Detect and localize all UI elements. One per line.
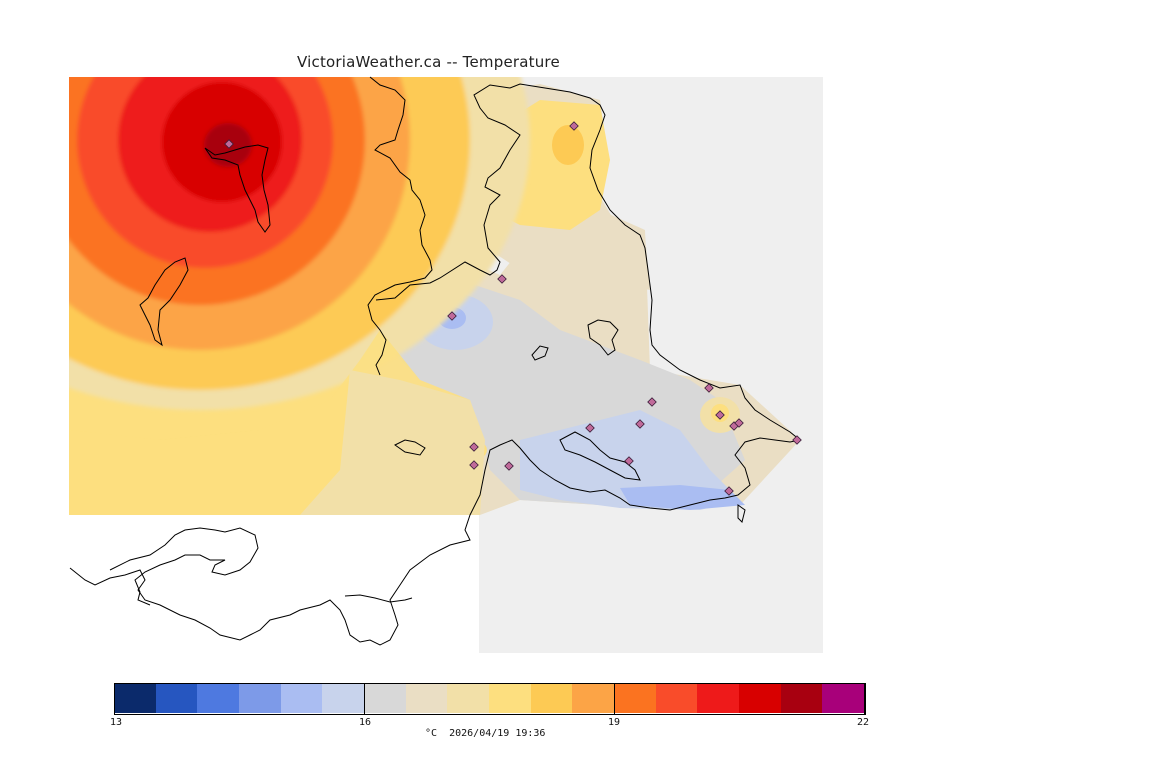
- field-peninsula-hot: [552, 125, 584, 165]
- colorbar-segment: [405, 683, 448, 713]
- station-marker[interactable]: [624, 456, 634, 466]
- temperature-map[interactable]: [0, 0, 1152, 680]
- colorbar-frame: [114, 683, 866, 715]
- colorbar-segment: [822, 683, 865, 713]
- field-white-gap: [69, 515, 479, 653]
- colorbar-tick-label: 13: [109, 717, 123, 728]
- field-west-lower-pale: [300, 370, 485, 515]
- coastline-north-vi: [367, 76, 433, 376]
- colorbar-segment: [655, 683, 698, 713]
- temperature-field: [69, 77, 800, 653]
- colorbar-segment: [614, 683, 657, 713]
- colorbar-segment: [739, 683, 782, 713]
- coastline-point: [344, 594, 413, 603]
- station-marker[interactable]: [469, 442, 479, 452]
- station-marker[interactable]: [715, 410, 725, 420]
- units-label: °C: [425, 728, 438, 739]
- coastline-islet-3: [531, 345, 549, 361]
- station-marker[interactable]: [734, 418, 744, 428]
- colorbar: [114, 683, 866, 715]
- station-marker[interactable]: [447, 311, 457, 321]
- coastline-islet-4: [737, 504, 746, 523]
- colorbar-tick: [364, 683, 365, 714]
- station-marker[interactable]: [504, 461, 514, 471]
- colorbar-tick: [864, 683, 865, 714]
- coastline-inlet: [204, 144, 271, 233]
- station-marker[interactable]: [469, 460, 479, 470]
- station-marker[interactable]: [724, 486, 734, 496]
- coastline-islet-2: [587, 319, 619, 356]
- station-marker[interactable]: [792, 435, 802, 445]
- colorbar-segment: [155, 683, 198, 713]
- colorbar-segment: [780, 683, 823, 713]
- map-title: VictoriaWeather.ca -- Temperature: [297, 53, 560, 71]
- colorbar-segment: [239, 683, 282, 713]
- station-marker[interactable]: [585, 423, 595, 433]
- colorbar-tick: [114, 683, 115, 714]
- coastline-islet-1: [394, 439, 426, 456]
- coastline-lake-1: [139, 257, 189, 347]
- colorbar-segment: [572, 683, 615, 713]
- station-marker[interactable]: [224, 139, 234, 149]
- colorbar-segment: [197, 683, 240, 713]
- colorbar-tick-label: 19: [607, 717, 621, 728]
- coastlines: [69, 76, 802, 646]
- station-marker[interactable]: [704, 383, 714, 393]
- colorbar-segment: [114, 683, 157, 713]
- station-marker[interactable]: [635, 419, 645, 429]
- colorbar-segment: [364, 683, 407, 713]
- timestamp: 2026/04/19 19:36: [449, 728, 546, 739]
- coastline-harbour: [559, 431, 641, 481]
- colorbar-segment: [530, 683, 573, 713]
- colorbar-tick: [614, 683, 615, 714]
- colorbar-caption: °C 2026/04/19 19:36: [425, 728, 545, 739]
- colorbar-tick-label: 16: [358, 717, 372, 728]
- station-marker[interactable]: [569, 121, 579, 131]
- coastline-east-main: [69, 83, 802, 646]
- colorbar-segment: [697, 683, 740, 713]
- colorbar-segment: [489, 683, 532, 713]
- warm-rings: [69, 77, 530, 410]
- stations: [224, 121, 802, 496]
- colorbar-segment: [447, 683, 490, 713]
- coastline-sw-shore: [109, 527, 259, 606]
- colorbar-tick-label: 22: [856, 717, 870, 728]
- colorbar-segment: [280, 683, 323, 713]
- station-marker[interactable]: [647, 397, 657, 407]
- field-cool-3: [620, 485, 745, 510]
- colorbar-segment: [322, 683, 365, 713]
- station-marker[interactable]: [497, 274, 507, 284]
